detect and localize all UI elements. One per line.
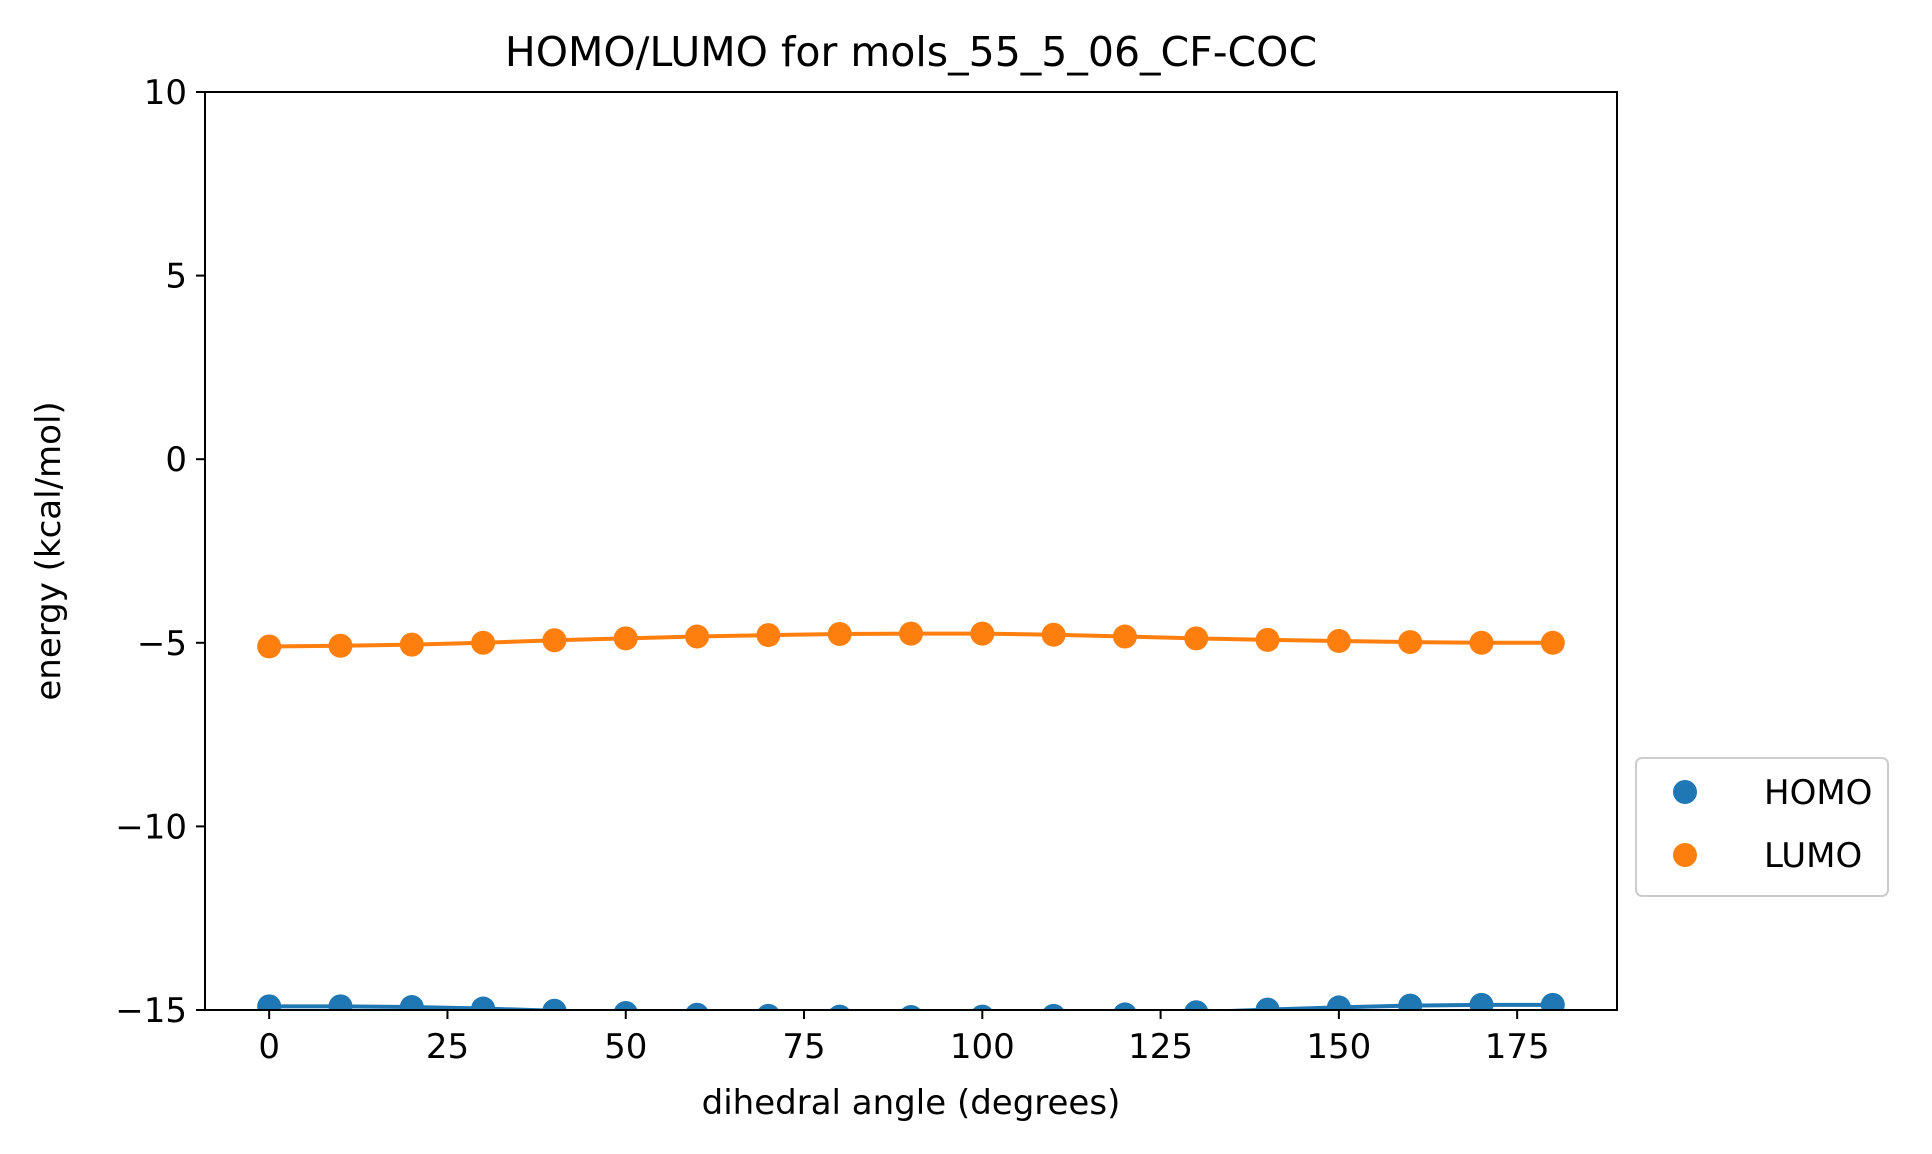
plot-frame bbox=[204, 91, 1618, 1011]
x-tick-label: 150 bbox=[1306, 1027, 1371, 1067]
lumo-point bbox=[1540, 630, 1565, 655]
lumo-point bbox=[899, 621, 923, 646]
series-layer bbox=[257, 621, 1565, 1010]
lumo-point bbox=[685, 624, 710, 649]
x-axis-label: dihedral angle (degrees) bbox=[702, 1083, 1121, 1123]
lumo-point bbox=[827, 621, 852, 646]
y-axis: 10 5 0 −5 −10 −15 bbox=[115, 73, 205, 1031]
lumo-point bbox=[399, 632, 424, 657]
homo-point bbox=[1398, 993, 1423, 1010]
lumo-point bbox=[1112, 624, 1137, 649]
x-tick-label: 100 bbox=[950, 1027, 1015, 1067]
y-tick-label: 10 bbox=[144, 73, 187, 113]
homo-point bbox=[257, 994, 282, 1010]
homo-point bbox=[471, 996, 496, 1010]
homo-point bbox=[686, 1002, 709, 1010]
y-tick-label: 0 bbox=[165, 440, 187, 480]
lumo-point bbox=[1326, 628, 1351, 653]
homo-point bbox=[614, 1000, 638, 1010]
homo-point bbox=[901, 1004, 921, 1010]
homo-point bbox=[328, 994, 353, 1010]
homo-point bbox=[1255, 997, 1280, 1010]
y-tick-label: −10 bbox=[115, 807, 187, 847]
homo-point bbox=[972, 1004, 993, 1010]
lumo-point bbox=[1398, 630, 1423, 655]
y-tick-label: −5 bbox=[137, 624, 187, 664]
lumo-point bbox=[1184, 626, 1209, 651]
homo-point bbox=[1043, 1003, 1065, 1010]
y-tick-label: −15 bbox=[115, 991, 187, 1031]
legend: HOMO LUMO bbox=[1635, 757, 1889, 897]
y-axis-label: energy (kcal/mol) bbox=[29, 401, 69, 700]
lumo-point bbox=[613, 626, 638, 651]
homo-point bbox=[1113, 1002, 1137, 1010]
homo-point bbox=[1469, 992, 1494, 1010]
lumo-point bbox=[328, 633, 353, 658]
x-tick-label: 125 bbox=[1128, 1027, 1193, 1067]
x-axis: 0 25 50 75 100 125 150 175 bbox=[258, 1010, 1550, 1067]
x-tick-label: 75 bbox=[782, 1027, 825, 1067]
y-tick-label: 5 bbox=[165, 257, 187, 297]
lumo-point bbox=[970, 621, 995, 646]
x-tick-label: 175 bbox=[1485, 1027, 1550, 1067]
lumo-point bbox=[1255, 627, 1280, 652]
legend-frame bbox=[1635, 757, 1889, 897]
lumo-point bbox=[1041, 622, 1066, 647]
homo-point bbox=[1184, 1000, 1209, 1010]
lumo-point bbox=[1469, 630, 1494, 655]
lumo-point bbox=[257, 634, 282, 659]
x-tick-label: 25 bbox=[426, 1027, 469, 1067]
legend-marker-homo bbox=[1673, 780, 1697, 804]
lumo-point bbox=[756, 623, 781, 648]
lumo-point bbox=[471, 630, 496, 655]
homo-point bbox=[1326, 995, 1351, 1010]
x-tick-label: 0 bbox=[258, 1027, 280, 1067]
legend-label-homo: HOMO bbox=[1764, 773, 1872, 813]
legend-marker-lumo bbox=[1673, 843, 1697, 867]
homo-point bbox=[1540, 992, 1565, 1010]
x-tick-label: 50 bbox=[604, 1027, 647, 1067]
homo-point bbox=[829, 1004, 850, 1010]
chart-title: HOMO/LUMO for mols_55_5_06_CF-COC bbox=[505, 28, 1317, 76]
homo-point bbox=[757, 1003, 779, 1010]
homo-point bbox=[399, 995, 424, 1010]
lumo-point bbox=[542, 628, 567, 653]
homo-point bbox=[542, 998, 567, 1010]
legend-label-lumo: LUMO bbox=[1764, 836, 1862, 876]
